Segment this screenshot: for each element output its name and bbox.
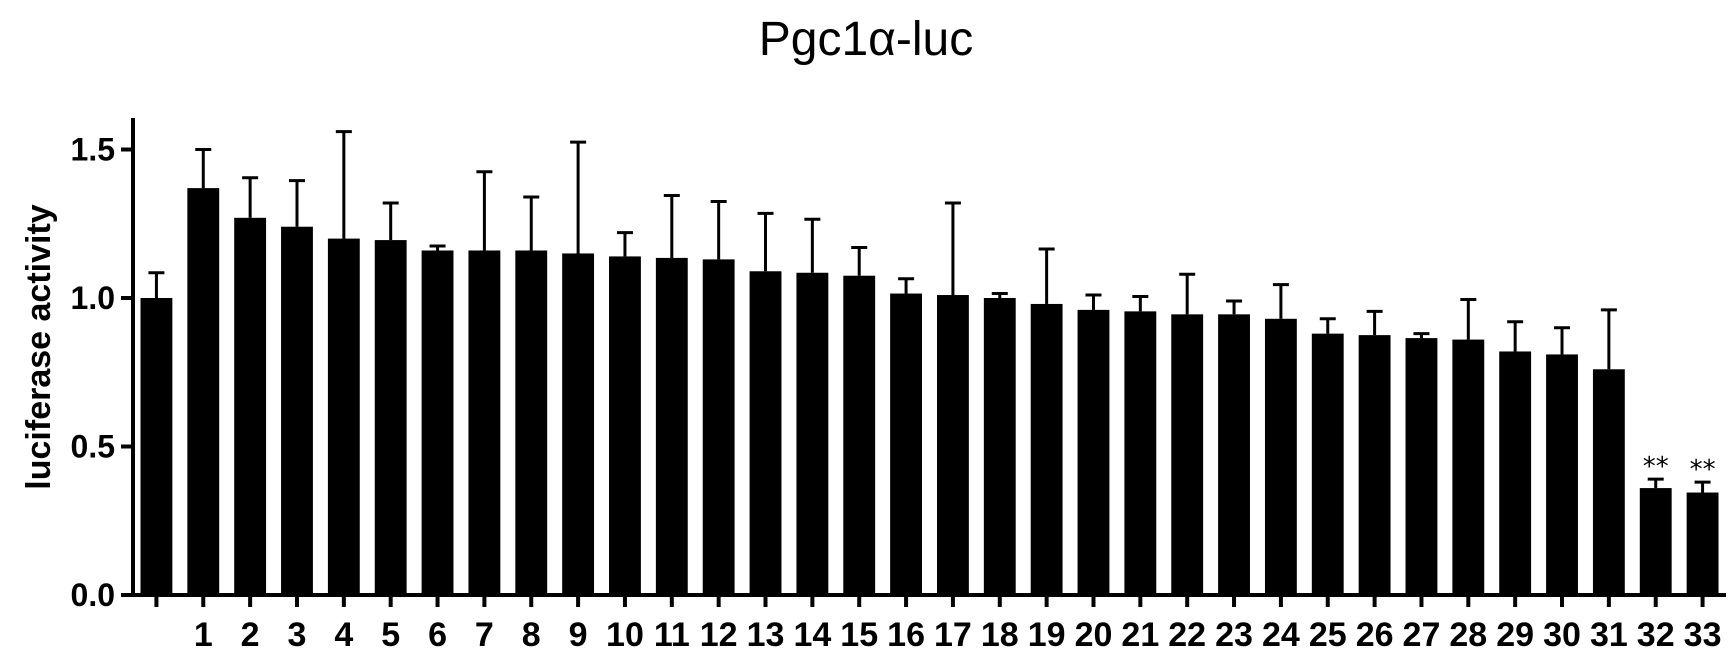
- x-tick-label: 33: [1684, 616, 1722, 653]
- bar: [1171, 314, 1204, 595]
- x-tick-label: 29: [1496, 616, 1534, 653]
- x-tick-label: 32: [1637, 616, 1675, 653]
- significance-annotation: **: [1643, 452, 1669, 482]
- bar: [468, 250, 501, 596]
- bar: [1452, 339, 1485, 595]
- x-tick-label: 26: [1356, 616, 1394, 653]
- x-tick-label: 19: [1028, 616, 1066, 653]
- bar: [1592, 369, 1625, 595]
- x-tick-label: 22: [1168, 616, 1206, 653]
- x-tick-label: 3: [288, 616, 307, 653]
- y-tick-label: 1.5: [71, 132, 115, 168]
- bar: [749, 271, 782, 595]
- y-tick-label: 0.5: [71, 429, 115, 465]
- x-tick-label: 18: [981, 616, 1019, 653]
- bar: [983, 298, 1016, 595]
- y-axis: 0.0 0.5 1.0 1.5: [71, 118, 135, 613]
- x-tick-label: 27: [1403, 616, 1441, 653]
- bar: [281, 226, 313, 595]
- bar-series: ** **: [140, 130, 1719, 596]
- x-tick-label: 5: [381, 616, 400, 653]
- bar: [1639, 488, 1672, 595]
- bar: [1546, 354, 1578, 595]
- bar: [890, 293, 923, 595]
- bar: [1405, 338, 1438, 595]
- x-tick-label: 21: [1121, 616, 1159, 653]
- x-axis: 1 2 3 4 5 6 7 8 9 10 11 12 13 14 15 16 17 18 19 20 21 22 23 24 2…: [131, 593, 1726, 653]
- bar: [1686, 492, 1719, 595]
- x-tick-label: 8: [522, 616, 541, 653]
- x-tick-label: 12: [700, 616, 738, 653]
- x-tick-label: 13: [747, 616, 785, 653]
- x-tick-label: 31: [1590, 616, 1628, 653]
- x-tick-label: 15: [840, 616, 878, 653]
- bar: [702, 259, 735, 595]
- x-tick-label: 23: [1215, 616, 1253, 653]
- x-tick-label: 20: [1075, 616, 1113, 653]
- bar: [1124, 311, 1157, 595]
- x-tick-label: 30: [1543, 616, 1581, 653]
- bar: [1311, 333, 1344, 595]
- x-tick-label: 1: [194, 616, 213, 653]
- x-tick-label: 25: [1309, 616, 1347, 653]
- bar: [1077, 309, 1110, 595]
- y-tick-label: 1.0: [71, 280, 115, 316]
- bar: [562, 253, 595, 595]
- x-tick-label: 16: [887, 616, 925, 653]
- x-tick-label: 14: [793, 616, 831, 653]
- x-tick-label: 7: [475, 616, 494, 653]
- bar: [796, 272, 829, 595]
- x-tick-label: 10: [606, 616, 644, 653]
- bar: [421, 250, 454, 596]
- y-tick-label: 0.0: [71, 577, 115, 613]
- bar: [327, 238, 360, 595]
- bar: [843, 275, 876, 595]
- x-tick-label: 28: [1449, 616, 1487, 653]
- bar: [515, 250, 548, 596]
- bar: [936, 295, 969, 595]
- x-tick-label: 2: [241, 616, 260, 653]
- x-tick-label: 11: [654, 616, 690, 653]
- x-tick-label: 24: [1262, 616, 1300, 653]
- bar: [1264, 318, 1297, 595]
- bar: [1218, 314, 1250, 595]
- x-tick-label: 9: [569, 616, 588, 653]
- significance-annotation: **: [1690, 455, 1716, 485]
- bar: [187, 188, 220, 596]
- x-tick-label: 17: [934, 616, 972, 653]
- x-tick-label: 6: [428, 616, 447, 653]
- bar: [234, 217, 267, 595]
- bar: [655, 257, 688, 595]
- bar: [1358, 335, 1391, 595]
- bar: [1499, 351, 1532, 595]
- bar: [140, 298, 173, 595]
- bar: [374, 240, 407, 595]
- bar: [609, 256, 641, 595]
- x-tick-label: 4: [334, 616, 353, 653]
- y-axis-label: luciferase activity: [20, 204, 58, 489]
- chart-title: Pgc1α-luc: [759, 13, 974, 66]
- bar: [1030, 303, 1063, 595]
